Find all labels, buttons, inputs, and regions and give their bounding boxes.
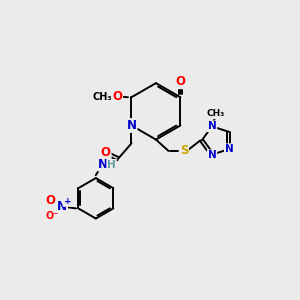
Text: N: N bbox=[208, 150, 216, 160]
Text: N: N bbox=[127, 119, 136, 132]
Text: O⁻: O⁻ bbox=[46, 211, 59, 221]
Text: N: N bbox=[98, 158, 108, 171]
Text: O: O bbox=[46, 194, 56, 207]
Text: H: H bbox=[107, 160, 116, 170]
Text: CH₃: CH₃ bbox=[93, 92, 112, 102]
Text: CH₃: CH₃ bbox=[206, 110, 225, 118]
Text: S: S bbox=[180, 144, 188, 158]
Text: O: O bbox=[176, 75, 185, 88]
Text: O: O bbox=[100, 146, 111, 159]
Text: O: O bbox=[112, 90, 122, 103]
Text: +: + bbox=[64, 197, 71, 206]
Text: N: N bbox=[225, 144, 234, 154]
Text: N: N bbox=[57, 200, 67, 213]
Text: N: N bbox=[208, 122, 216, 131]
